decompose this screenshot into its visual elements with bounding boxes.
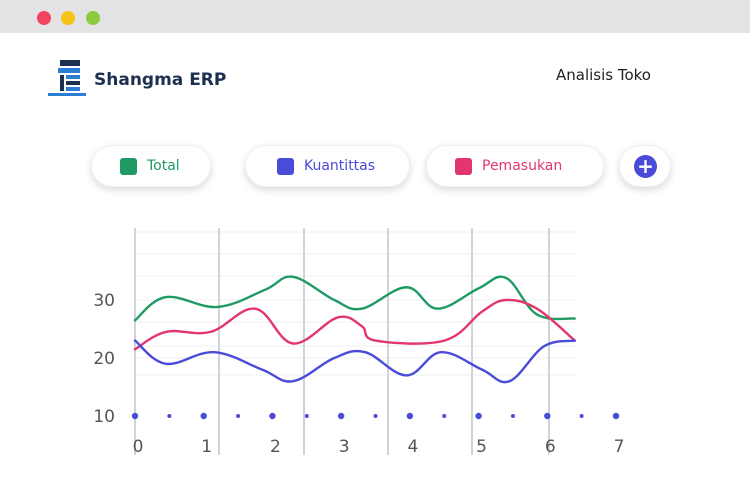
legend-swatch-icon xyxy=(120,157,137,175)
close-window-button[interactable] xyxy=(37,11,51,25)
page-title: Analisis Toko xyxy=(556,66,651,84)
x-tick-label: 5 xyxy=(476,437,487,457)
x-axis-major-dot xyxy=(406,412,414,420)
x-axis-minor-dot xyxy=(510,414,515,418)
series-line-total xyxy=(133,275,576,322)
x-axis-major-dot xyxy=(612,412,620,420)
x-axis-major-dot xyxy=(200,412,207,420)
x-tick-label: 6 xyxy=(545,437,556,457)
legend-label-pemasukan: Pemasukan xyxy=(482,158,563,174)
x-tick-label: 4 xyxy=(407,437,418,457)
maximize-window-button[interactable] xyxy=(86,11,100,25)
legend-label-kuantittas: Kuantittas xyxy=(304,158,376,174)
x-tick-label: 0 xyxy=(133,437,144,457)
x-tick-label: 7 xyxy=(614,437,625,457)
x-axis-minor-dot xyxy=(167,414,172,418)
series-line-pemasukan xyxy=(133,298,576,351)
x-tick-label: 2 xyxy=(270,437,281,457)
x-axis-minor-dot xyxy=(442,414,447,418)
x-axis-minor-dot xyxy=(304,414,309,418)
window-titlebar xyxy=(0,0,750,33)
x-axis-minor-dot xyxy=(579,414,584,418)
add-series-button[interactable]: + xyxy=(619,145,671,187)
legend-kuantittas-button[interactable]: Kuantittas xyxy=(245,145,410,187)
y-tick-label: 10 xyxy=(93,407,115,427)
x-axis-major-dot xyxy=(337,412,345,420)
x-axis-minor-dot xyxy=(236,414,241,418)
x-tick-label: 3 xyxy=(339,437,350,457)
plus-circle-icon: + xyxy=(634,155,657,178)
legend-pemasukan-button[interactable]: Pemasukan xyxy=(426,145,604,187)
x-axis-minor-dot xyxy=(373,414,378,418)
minimize-window-button[interactable] xyxy=(61,11,75,25)
legend-swatch-icon xyxy=(277,157,294,175)
x-tick-label: 1 xyxy=(201,437,212,457)
legend-swatch-icon xyxy=(455,157,472,175)
building-logo-icon xyxy=(48,60,86,96)
brand-name: Shangma ERP xyxy=(94,70,227,90)
y-tick-label: 20 xyxy=(93,349,115,369)
legend-label-total: Total xyxy=(147,158,180,174)
x-axis-major-dot xyxy=(269,412,276,420)
x-axis-major-dot xyxy=(544,412,551,420)
series-line-kuantittas xyxy=(133,339,576,384)
legend-total-button[interactable]: Total xyxy=(91,145,211,187)
y-tick-label: 30 xyxy=(93,291,115,311)
x-axis-major-dot xyxy=(131,412,139,420)
x-axis-major-dot xyxy=(475,412,482,420)
